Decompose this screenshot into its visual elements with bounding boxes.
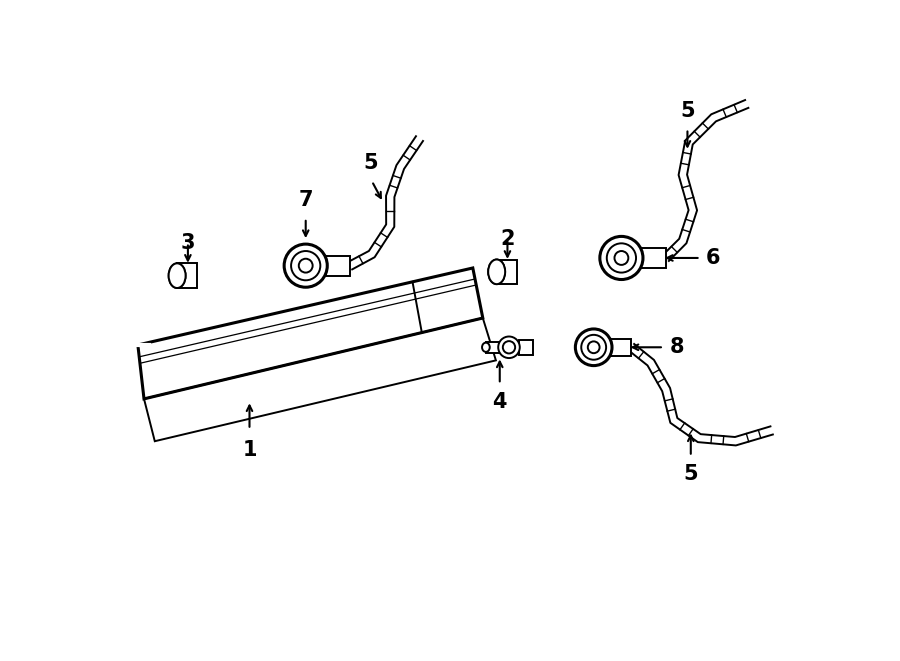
Bar bbox=[326, 256, 350, 276]
Polygon shape bbox=[138, 268, 482, 399]
Bar bbox=[641, 248, 666, 268]
Text: 8: 8 bbox=[670, 337, 685, 358]
Circle shape bbox=[588, 341, 599, 353]
Text: 2: 2 bbox=[500, 229, 515, 249]
Bar bbox=[486, 342, 500, 353]
Circle shape bbox=[575, 329, 612, 366]
Circle shape bbox=[299, 258, 312, 272]
Text: 5: 5 bbox=[363, 153, 377, 173]
Ellipse shape bbox=[482, 342, 490, 352]
Circle shape bbox=[607, 243, 636, 272]
Text: 4: 4 bbox=[492, 392, 507, 412]
Text: 1: 1 bbox=[242, 440, 256, 459]
Bar bbox=[177, 263, 197, 288]
Text: 3: 3 bbox=[181, 233, 195, 253]
Ellipse shape bbox=[168, 263, 185, 288]
Polygon shape bbox=[144, 318, 496, 442]
Ellipse shape bbox=[488, 260, 505, 284]
Circle shape bbox=[499, 336, 520, 358]
Text: 5: 5 bbox=[680, 101, 695, 121]
Circle shape bbox=[291, 251, 320, 280]
Ellipse shape bbox=[168, 263, 185, 288]
Bar bbox=[497, 260, 517, 284]
Circle shape bbox=[615, 251, 628, 265]
Circle shape bbox=[284, 244, 328, 288]
Bar bbox=[519, 340, 533, 355]
Ellipse shape bbox=[488, 260, 505, 284]
Circle shape bbox=[503, 341, 515, 354]
Circle shape bbox=[581, 335, 606, 360]
Bar bbox=[610, 339, 632, 356]
Circle shape bbox=[600, 237, 643, 280]
Text: 5: 5 bbox=[683, 464, 698, 485]
Text: 6: 6 bbox=[706, 248, 720, 268]
Text: 7: 7 bbox=[299, 190, 313, 210]
